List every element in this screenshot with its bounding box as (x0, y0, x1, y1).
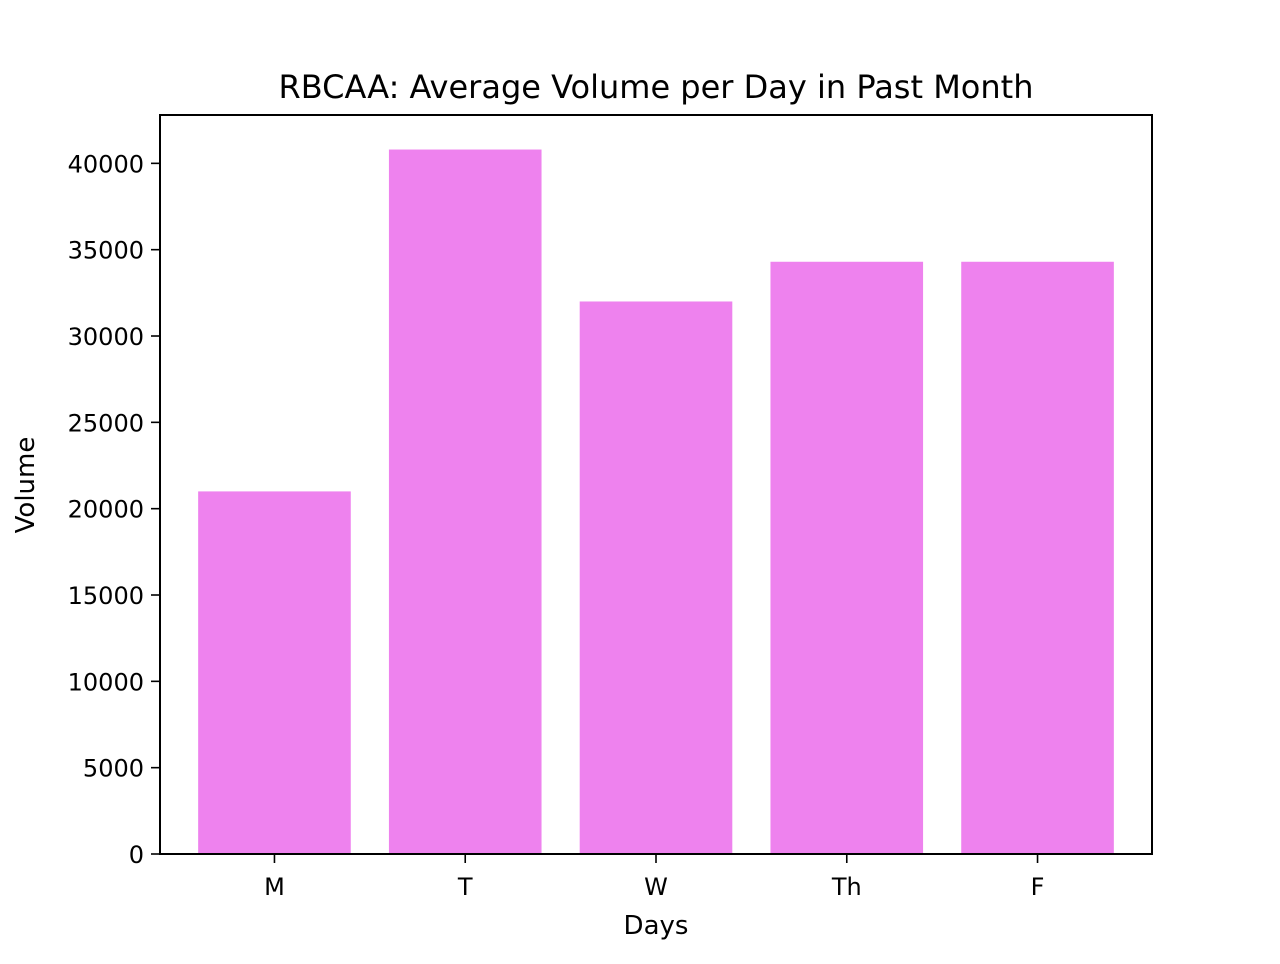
y-tick-label: 0 (129, 841, 144, 869)
x-axis-ticks: M T W Th F (264, 854, 1044, 901)
x-axis-label: Days (624, 911, 689, 941)
y-axis-ticks: 0 5000 10000 15000 20000 25000 30000 35000 40000 (68, 150, 160, 869)
y-tick-label: 35000 (68, 237, 144, 265)
y-tick-label: 5000 (83, 755, 144, 783)
y-axis-label: Volume (11, 437, 41, 534)
bars-layer (198, 149, 1114, 854)
bar-m (198, 491, 351, 854)
y-tick-label: 10000 (68, 668, 144, 696)
bar-f (961, 261, 1114, 854)
x-tick-label: M (264, 873, 285, 901)
y-tick-label: 30000 (68, 323, 144, 351)
bar-th (770, 261, 924, 854)
y-tick-label: 40000 (68, 150, 144, 178)
x-tick-label: Th (831, 873, 862, 901)
bar-t (388, 149, 542, 854)
x-tick-label: W (644, 873, 668, 901)
y-tick-label: 15000 (68, 582, 144, 610)
bar-w (579, 301, 733, 854)
x-tick-label: T (457, 873, 473, 901)
chart-title: RBCAA: Average Volume per Day in Past Mo… (279, 68, 1034, 106)
y-tick-label: 20000 (68, 496, 144, 524)
x-tick-label: F (1031, 873, 1045, 901)
y-tick-label: 25000 (68, 409, 144, 437)
